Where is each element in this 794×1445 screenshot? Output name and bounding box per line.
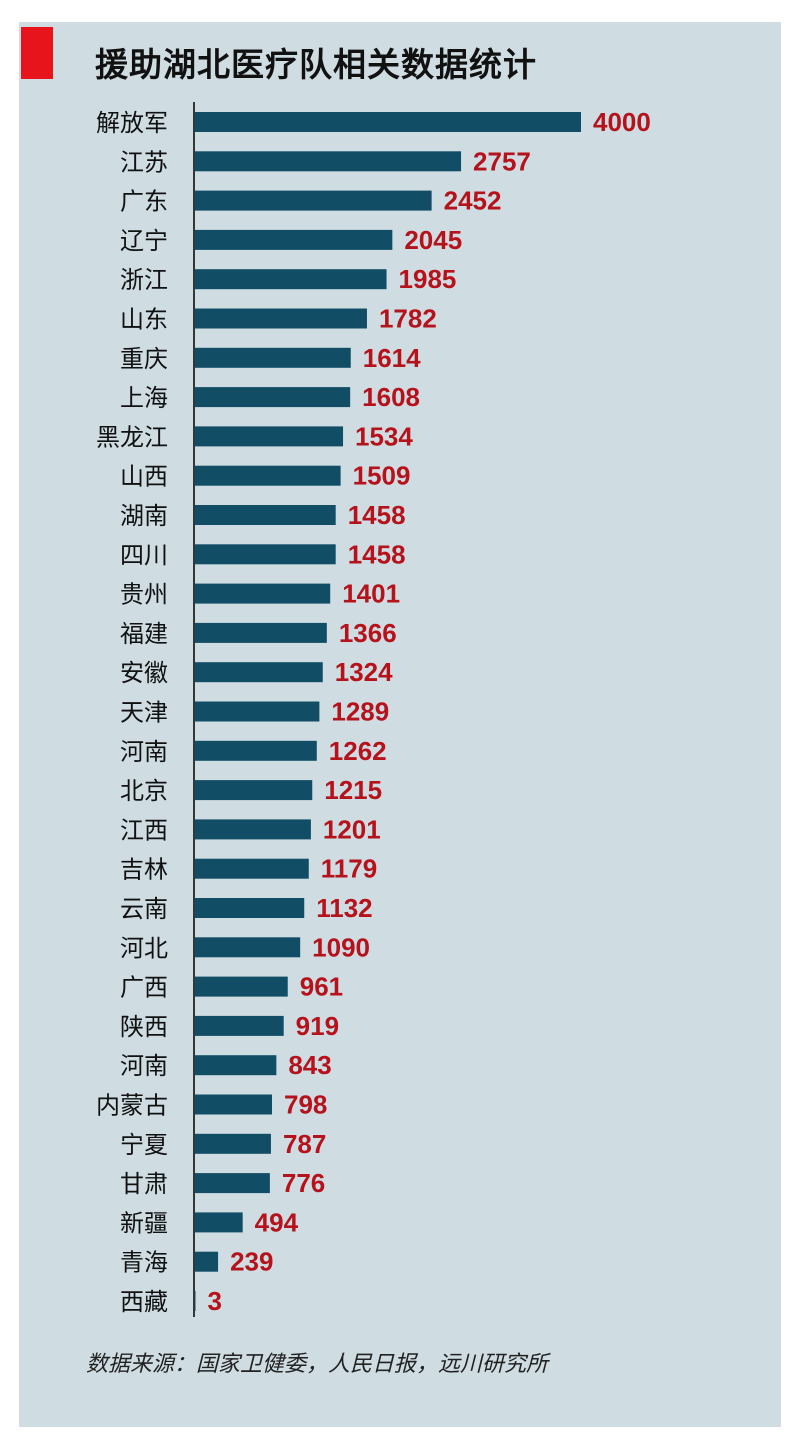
value-label: 1262	[329, 736, 387, 766]
category-label: 甘肃	[120, 1170, 168, 1198]
value-label: 1201	[323, 814, 381, 844]
category-label: 上海	[120, 384, 168, 412]
title-accent-bar	[21, 27, 53, 79]
value-label: 1782	[379, 304, 437, 334]
value-label: 1215	[324, 775, 382, 805]
bar	[195, 1133, 271, 1154]
value-label: 1289	[331, 697, 389, 727]
category-label: 河北	[120, 934, 168, 962]
value-label: 2757	[473, 146, 531, 176]
category-label: 天津	[120, 699, 168, 727]
bar	[195, 740, 317, 761]
value-label: 1090	[312, 932, 370, 962]
bar	[195, 465, 341, 486]
bar	[195, 937, 301, 958]
category-label: 贵州	[120, 581, 168, 609]
value-label: 787	[283, 1129, 326, 1159]
bar	[195, 662, 323, 683]
value-label: 1179	[321, 854, 377, 884]
chart-title: 援助湖北医疗队相关数据统计	[95, 45, 537, 84]
value-label: 494	[255, 1207, 299, 1237]
value-label: 1324	[335, 657, 393, 687]
bar	[195, 347, 351, 368]
category-label: 安徽	[120, 659, 168, 687]
bar	[195, 1173, 270, 1194]
value-label: 919	[296, 1011, 339, 1041]
category-label: 云南	[120, 895, 168, 923]
value-label: 843	[288, 1050, 331, 1080]
category-label: 内蒙古	[96, 1092, 168, 1120]
bar	[195, 269, 387, 290]
chart-panel	[19, 22, 781, 1427]
bar	[195, 505, 336, 525]
bar	[195, 1291, 196, 1311]
category-label: 吉林	[120, 856, 168, 884]
bar	[195, 780, 313, 801]
bar	[195, 426, 344, 447]
category-label: 解放军	[96, 109, 168, 137]
category-label: 北京	[120, 777, 168, 805]
value-label: 1534	[355, 421, 413, 451]
value-label: 1985	[399, 264, 457, 294]
category-label: 山西	[120, 463, 168, 491]
category-label: 河南	[120, 1052, 168, 1080]
category-label: 山东	[120, 306, 168, 334]
category-label: 重庆	[120, 345, 168, 373]
bar	[195, 976, 288, 997]
bar	[195, 701, 320, 722]
value-label: 1614	[363, 343, 421, 373]
value-label: 1458	[348, 539, 406, 569]
category-label: 青海	[120, 1249, 168, 1277]
category-label: 四川	[120, 541, 168, 569]
value-label: 1608	[362, 382, 420, 412]
value-label: 2045	[404, 225, 462, 255]
bar	[195, 1015, 284, 1036]
value-label: 239	[230, 1247, 273, 1277]
bar	[195, 819, 311, 840]
category-label: 福建	[120, 620, 168, 648]
value-label: 4000	[593, 107, 651, 137]
value-label: 961	[300, 972, 343, 1002]
bar	[195, 622, 327, 643]
category-label: 江苏	[120, 148, 168, 176]
category-label: 河南	[120, 738, 168, 766]
category-label: 宁夏	[120, 1131, 168, 1159]
bar	[195, 190, 432, 211]
bar	[195, 1212, 243, 1233]
value-label: 1401	[342, 579, 400, 609]
bar	[195, 229, 393, 250]
bar	[195, 1251, 219, 1272]
value-label: 2452	[444, 186, 502, 216]
bar	[195, 858, 309, 879]
bar	[195, 151, 462, 172]
value-label: 1366	[339, 618, 397, 648]
category-label: 黑龙江	[96, 423, 168, 451]
data-source-note: 数据来源：国家卫健委，人民日报，远川研究所	[86, 1352, 549, 1377]
category-label: 西藏	[120, 1288, 168, 1316]
bar	[195, 1055, 277, 1076]
value-label: 1132	[316, 893, 372, 923]
category-label: 辽宁	[120, 227, 168, 255]
bar	[195, 898, 305, 918]
value-label: 798	[284, 1090, 327, 1120]
category-label: 江西	[120, 816, 168, 844]
bar	[195, 308, 367, 329]
bar	[195, 544, 336, 565]
bar	[195, 112, 581, 132]
bar	[195, 387, 351, 408]
category-label: 新疆	[120, 1209, 168, 1237]
bar	[195, 1094, 273, 1115]
value-label: 1509	[353, 461, 411, 491]
category-label: 湖南	[120, 502, 168, 530]
category-label: 浙江	[120, 266, 168, 294]
category-label: 广西	[120, 974, 168, 1002]
category-label: 广东	[120, 188, 168, 216]
category-label: 陕西	[120, 1013, 168, 1041]
bar	[195, 583, 331, 604]
value-label: 776	[282, 1168, 325, 1198]
value-label: 1458	[348, 500, 406, 530]
value-label: 3	[208, 1286, 222, 1316]
